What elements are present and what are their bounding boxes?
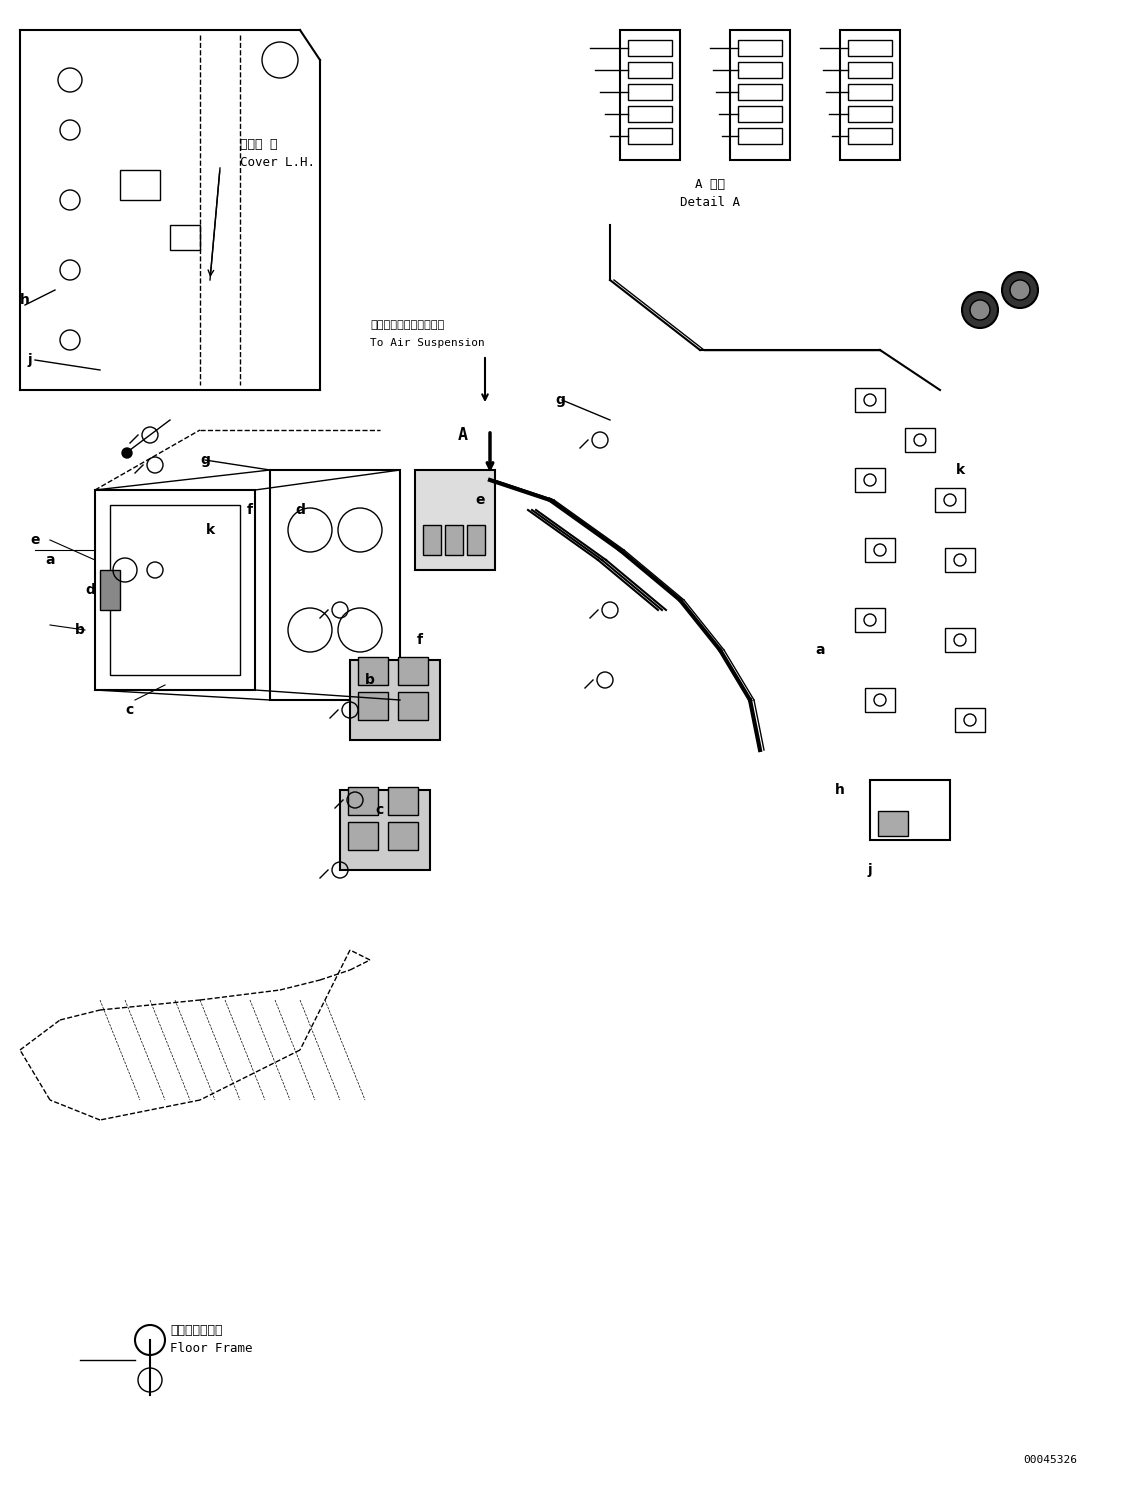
Bar: [620, 30, 680, 160]
Text: エアーサスペンションへ: エアーサスペンションへ: [370, 321, 444, 330]
Text: g: g: [200, 453, 210, 467]
Text: b: b: [365, 672, 375, 687]
Bar: [738, 63, 782, 78]
Text: k: k: [205, 523, 215, 537]
Bar: [738, 106, 782, 122]
Text: j: j: [28, 353, 32, 367]
Bar: [855, 388, 885, 412]
Text: f: f: [417, 634, 422, 647]
Text: b: b: [75, 623, 85, 637]
Text: フロアフレーム: フロアフレーム: [170, 1324, 223, 1336]
Bar: [878, 811, 908, 836]
Bar: [730, 30, 790, 160]
Text: Detail A: Detail A: [680, 195, 740, 209]
Bar: [628, 128, 672, 145]
Bar: [870, 780, 951, 839]
Bar: [358, 692, 388, 720]
Bar: [398, 692, 428, 720]
Text: e: e: [30, 532, 40, 547]
Text: c: c: [375, 804, 385, 817]
Text: Floor Frame: Floor Frame: [170, 1342, 253, 1354]
Text: d: d: [85, 583, 95, 596]
Text: To Air Suspension: To Air Suspension: [370, 338, 484, 347]
Bar: [388, 787, 418, 816]
Bar: [848, 83, 892, 100]
Bar: [414, 470, 495, 570]
Bar: [738, 128, 782, 145]
Text: e: e: [475, 494, 484, 507]
Bar: [864, 687, 895, 713]
Bar: [955, 708, 985, 732]
Circle shape: [962, 292, 998, 328]
Text: Cover L.H.: Cover L.H.: [240, 155, 315, 168]
Bar: [388, 822, 418, 850]
Bar: [95, 491, 255, 690]
Bar: [855, 468, 885, 492]
Bar: [445, 525, 463, 555]
Bar: [467, 525, 484, 555]
Bar: [398, 658, 428, 684]
Bar: [864, 538, 895, 562]
Bar: [340, 790, 430, 871]
Bar: [840, 30, 900, 160]
Bar: [170, 225, 200, 250]
Text: カバー 左: カバー 左: [240, 139, 278, 152]
Text: a: a: [815, 643, 824, 658]
Circle shape: [1010, 280, 1030, 300]
Bar: [100, 570, 121, 610]
Bar: [358, 658, 388, 684]
Text: h: h: [835, 783, 845, 798]
Bar: [855, 608, 885, 632]
Bar: [628, 40, 672, 57]
Bar: [350, 661, 440, 740]
Bar: [348, 822, 378, 850]
Text: a: a: [45, 553, 55, 567]
Bar: [945, 549, 975, 573]
Bar: [121, 170, 160, 200]
Text: k: k: [955, 464, 964, 477]
Bar: [628, 106, 672, 122]
Bar: [738, 40, 782, 57]
Bar: [738, 83, 782, 100]
Circle shape: [122, 447, 132, 458]
Text: j: j: [868, 863, 872, 877]
Bar: [628, 63, 672, 78]
Bar: [848, 63, 892, 78]
Bar: [422, 525, 441, 555]
Text: A: A: [458, 426, 468, 444]
Bar: [348, 787, 378, 816]
Bar: [934, 488, 965, 511]
Bar: [110, 505, 240, 675]
Bar: [848, 40, 892, 57]
Bar: [848, 128, 892, 145]
Bar: [905, 428, 934, 452]
Bar: [848, 106, 892, 122]
Circle shape: [970, 300, 990, 321]
Bar: [628, 83, 672, 100]
Circle shape: [1002, 271, 1038, 309]
Text: d: d: [295, 502, 305, 517]
Bar: [945, 628, 975, 652]
Text: c: c: [126, 702, 134, 717]
Text: 00045326: 00045326: [1023, 1455, 1077, 1466]
Text: f: f: [247, 502, 253, 517]
Text: h: h: [20, 294, 30, 307]
Text: A 詳細: A 詳細: [695, 179, 726, 191]
Text: g: g: [556, 394, 565, 407]
Bar: [270, 470, 400, 699]
